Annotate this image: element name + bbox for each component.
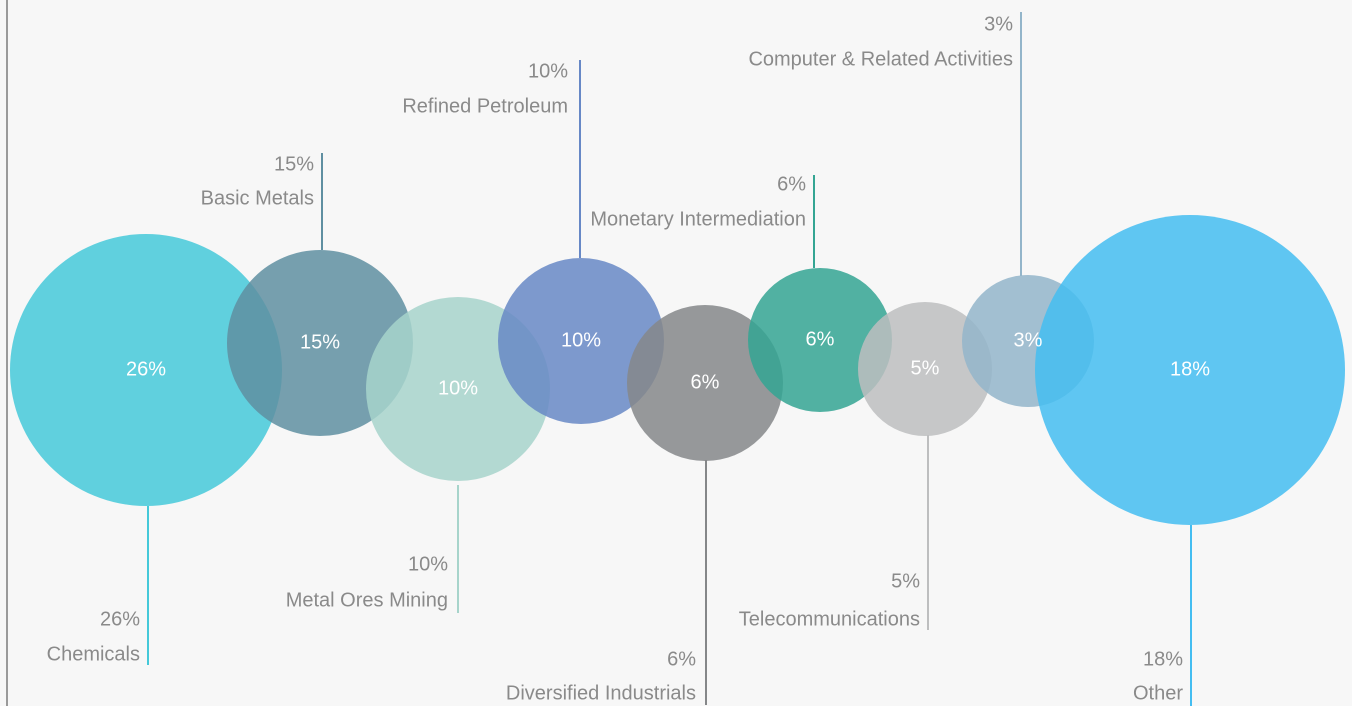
category-label: Basic Metals xyxy=(201,187,314,209)
value-label: 26% xyxy=(100,608,140,630)
category-label: Metal Ores Mining xyxy=(286,589,448,611)
bubble-label: 15% xyxy=(300,331,340,353)
bubble xyxy=(748,268,892,412)
bubble-label: 10% xyxy=(438,377,478,399)
category-label: Other xyxy=(1133,682,1183,704)
category-label: Diversified Industrials xyxy=(506,682,696,704)
value-label: 3% xyxy=(984,13,1013,35)
bubble-label: 6% xyxy=(691,371,720,393)
bubble xyxy=(627,305,783,461)
value-label: 10% xyxy=(408,553,448,575)
value-label: 6% xyxy=(667,648,696,670)
category-label: Monetary Intermediation xyxy=(590,208,806,230)
bubble-label: 18% xyxy=(1170,358,1210,380)
value-label: 18% xyxy=(1143,648,1183,670)
bubble xyxy=(858,302,992,436)
value-label: 10% xyxy=(528,60,568,82)
bubble-label: 26% xyxy=(126,358,166,380)
value-label: 15% xyxy=(274,153,314,175)
value-label: 6% xyxy=(777,173,806,195)
category-label: Refined Petroleum xyxy=(402,95,568,117)
category-label: Telecommunications xyxy=(739,608,920,630)
category-label: Computer & Related Activities xyxy=(748,48,1013,70)
bubble-label: 6% xyxy=(806,328,835,350)
bubble-label: 3% xyxy=(1014,329,1043,351)
bubble xyxy=(10,234,282,506)
value-label: 5% xyxy=(891,570,920,592)
bubble xyxy=(498,258,664,424)
category-label: Chemicals xyxy=(47,643,140,665)
bubble xyxy=(1035,215,1345,525)
bubble-label: 10% xyxy=(561,329,601,351)
bubble-label: 5% xyxy=(911,357,940,379)
